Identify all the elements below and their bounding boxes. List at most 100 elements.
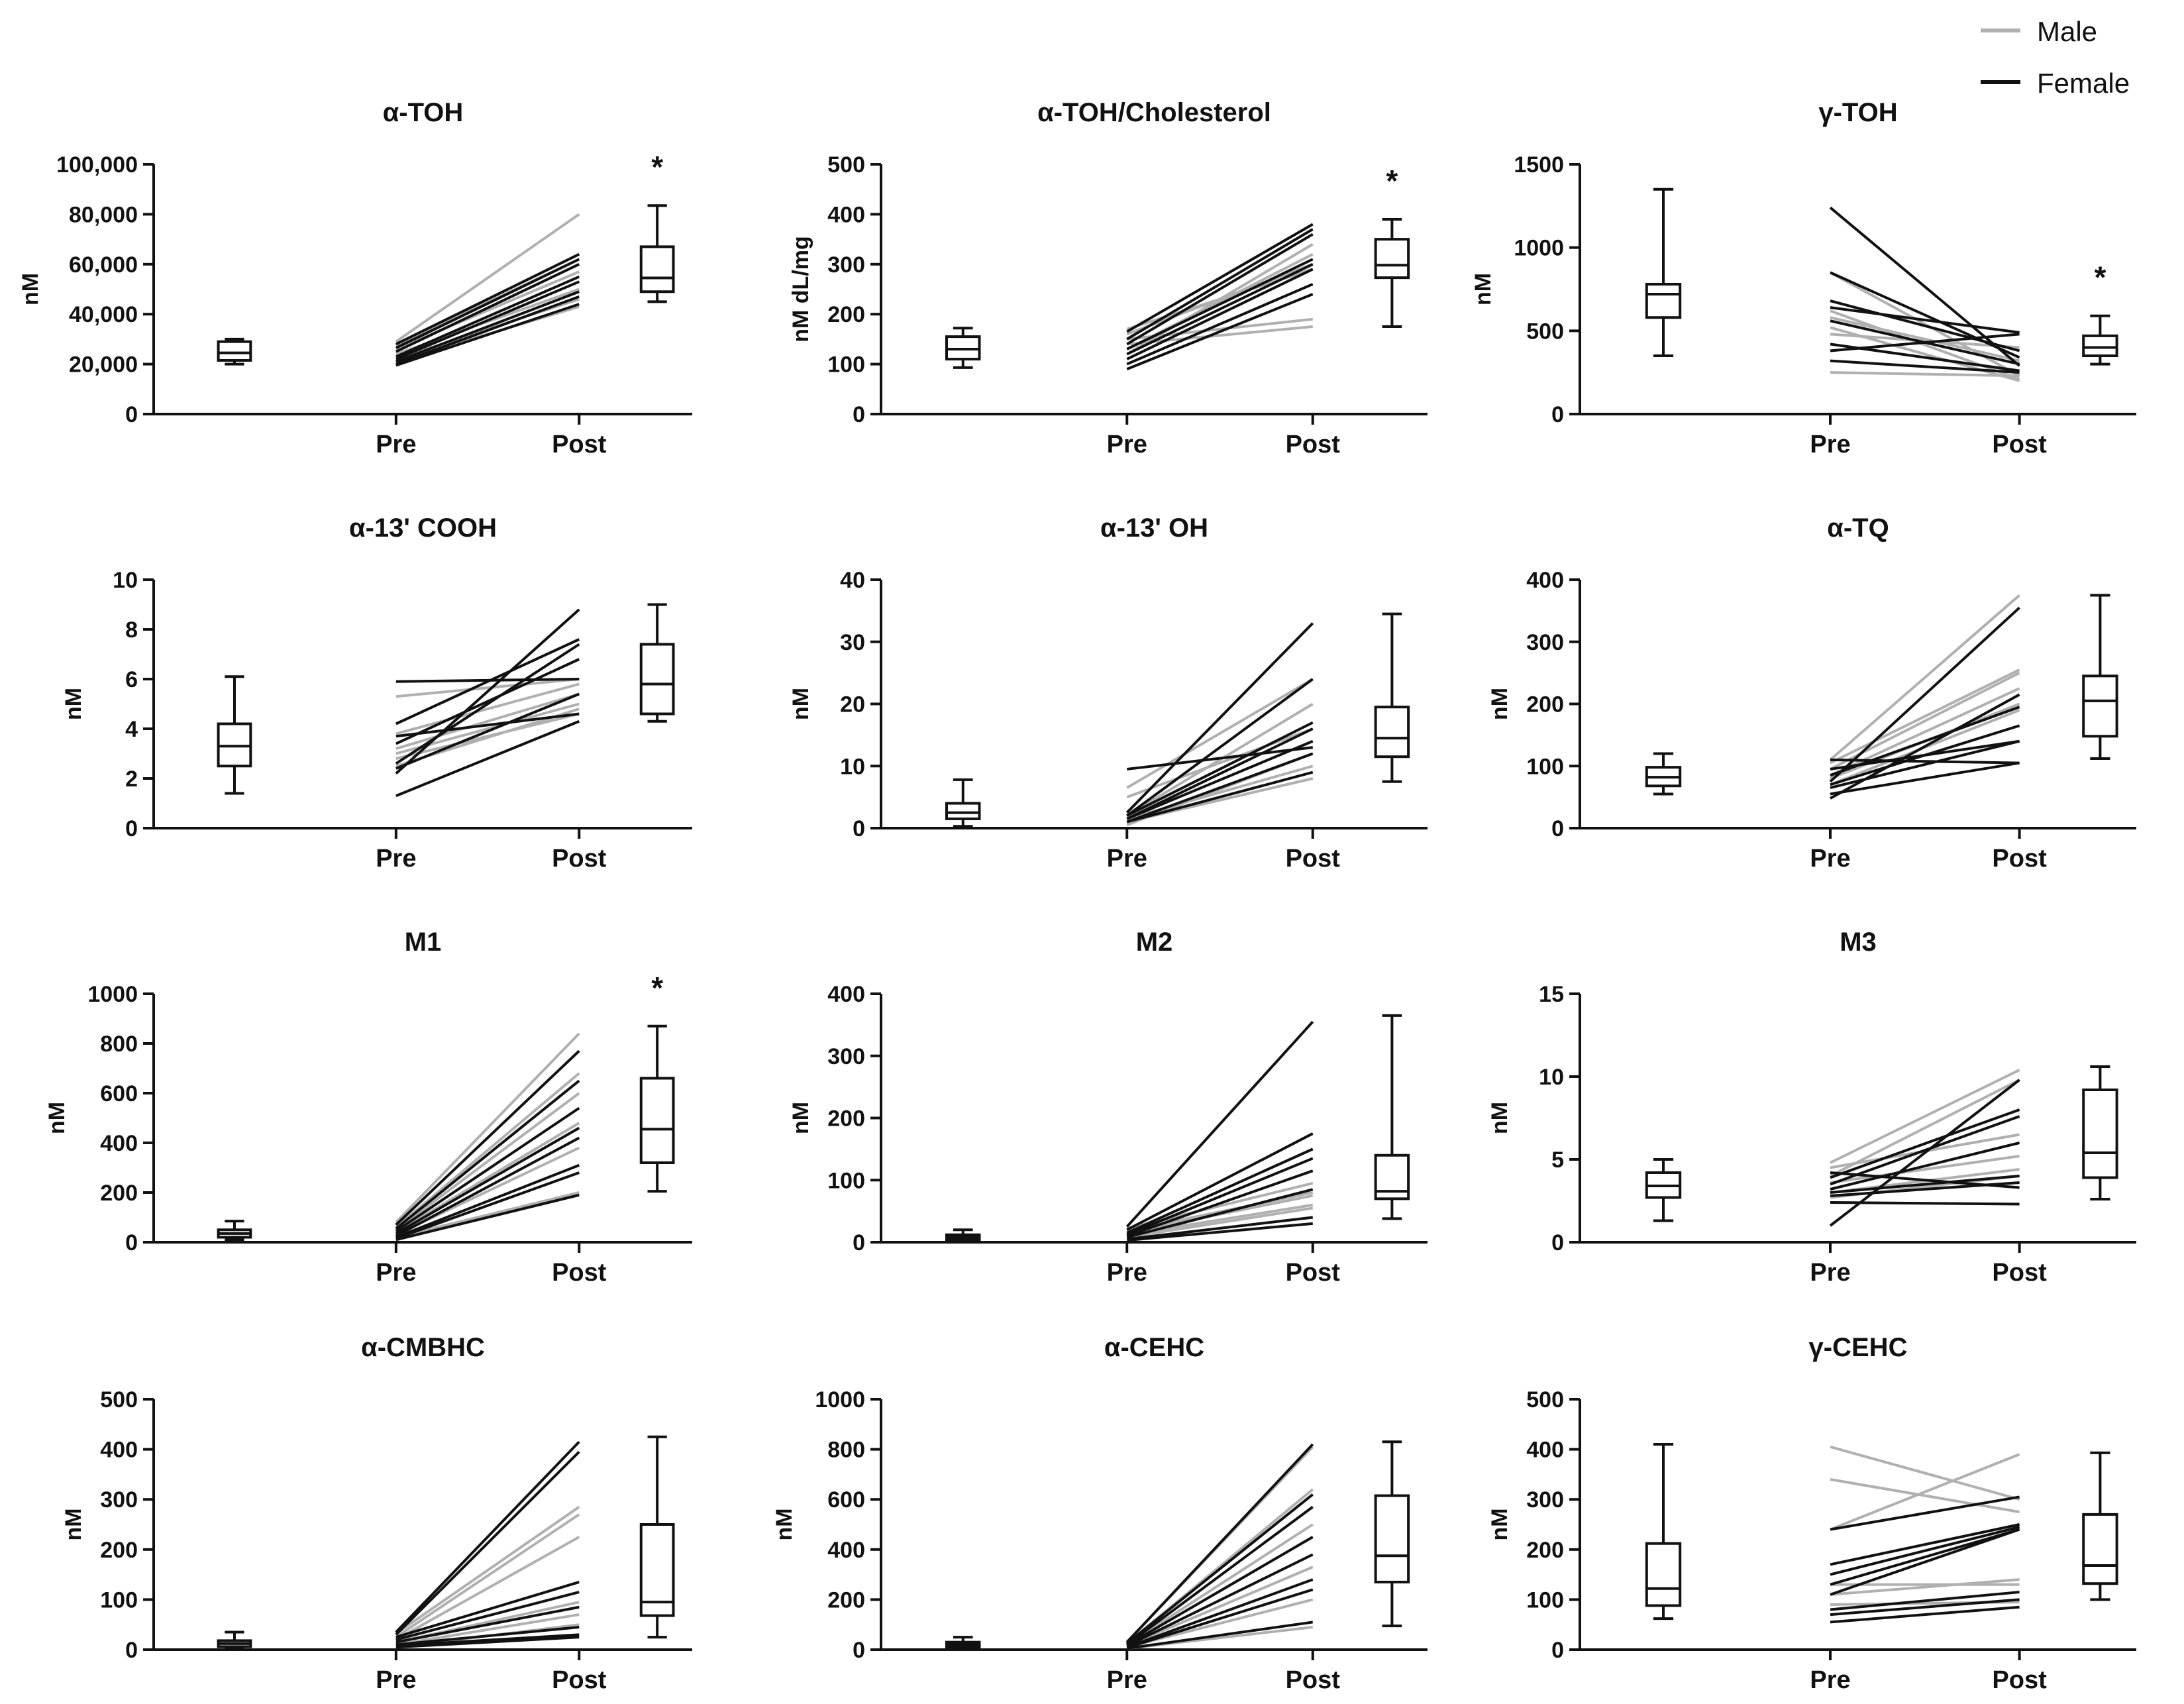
chart-panel: M1 0 200 400 600 800 1000 nM Pre Post * <box>44 928 692 1287</box>
y-tick-label: 200 <box>1526 1538 1564 1563</box>
female-subject-line <box>395 295 580 366</box>
male-subject-line <box>1126 678 1314 789</box>
y-axis-label: nM <box>61 1508 86 1540</box>
female-subject-line <box>1126 771 1314 824</box>
y-tick-label: 0 <box>1551 1638 1564 1663</box>
iqr-box <box>1374 706 1410 759</box>
legend: Male Female <box>1981 16 2130 99</box>
female-subject-line <box>395 712 580 738</box>
y-tick-label: 0 <box>125 816 138 841</box>
panel-title: γ-CEHC <box>1809 1333 1908 1362</box>
box-plot-post <box>2082 1451 2118 1601</box>
box-plot-post <box>1374 1440 1410 1628</box>
female-subject-line <box>1830 693 2020 800</box>
male-subject-line <box>1830 1155 2020 1184</box>
y-tick-label: 200 <box>100 1538 138 1563</box>
y-tick-label: 4 <box>125 717 138 742</box>
y-tick-label: 10 <box>1539 1065 1564 1090</box>
female-subject-line <box>1126 283 1314 366</box>
female-subject-line <box>1126 1157 1314 1236</box>
female-subject-line <box>1125 1443 1314 1644</box>
female-subject-line <box>1126 1188 1314 1239</box>
female-subject-line <box>1830 1605 2020 1624</box>
y-tick-label: 0 <box>1551 402 1564 427</box>
x-label-pre: Pre <box>376 431 416 458</box>
box-plot-post <box>639 1435 675 1639</box>
male-subject-line <box>1830 1453 2020 1531</box>
female-subject-line <box>1829 206 2020 367</box>
male-subject-line <box>395 1513 580 1638</box>
female-subject-line <box>1126 1169 1314 1238</box>
female-subject-line <box>1126 1621 1314 1650</box>
female-subject-line <box>1126 678 1314 817</box>
female-subject-line <box>1830 1525 2020 1576</box>
y-tick-label: 200 <box>100 1181 138 1206</box>
y-tick-label: 100 <box>1526 754 1564 779</box>
y-tick-label: 8 <box>125 617 138 643</box>
x-label-pre: Pre <box>1107 431 1147 458</box>
x-label-pre: Pre <box>1107 845 1147 873</box>
female-subject-line <box>1126 752 1314 824</box>
y-axis-label: nM <box>788 1102 813 1134</box>
y-tick-label: 100 <box>827 352 865 378</box>
x-label-post: Post <box>1992 845 2047 873</box>
y-tick-label: 1500 <box>1514 152 1564 178</box>
female-subject-line <box>1126 223 1314 333</box>
y-tick-label: 500 <box>100 1387 138 1412</box>
x-label-post: Post <box>552 1666 607 1694</box>
female-subject-line <box>1830 758 2020 765</box>
female-subject-line <box>395 1633 580 1647</box>
box-plot-post <box>1374 1014 1410 1220</box>
female-subject-line <box>395 275 580 358</box>
y-tick-label: 40 <box>840 568 865 593</box>
box-plot-pre <box>217 1630 252 1650</box>
box-plot-pre <box>945 1228 981 1243</box>
female-subject-line <box>1126 1553 1314 1648</box>
y-tick-label: 0 <box>1551 816 1564 841</box>
female-subject-line <box>1127 1222 1313 1242</box>
x-label-post: Post <box>1992 431 2047 458</box>
y-tick-label: 200 <box>1526 692 1564 718</box>
y-tick-label: 10 <box>113 568 138 593</box>
female-subject-line <box>395 280 580 360</box>
female-subject-line <box>1830 306 2020 334</box>
female-subject-line <box>395 1440 580 1633</box>
male-subject-line <box>395 678 580 698</box>
box-plot-pre <box>945 778 981 828</box>
female-subject-line <box>1830 1495 2020 1531</box>
y-axis-label: nM <box>1487 1102 1512 1134</box>
male-subject-line <box>1830 309 2020 381</box>
y-tick-label: 0 <box>853 1638 865 1663</box>
x-label-pre: Pre <box>1810 1666 1850 1694</box>
x-label-post: Post <box>1286 1666 1341 1694</box>
female-subject-line <box>395 1605 580 1644</box>
y-tick-label: 1000 <box>87 982 138 1007</box>
male-subject-line <box>1830 668 2020 765</box>
box-plot-post <box>1374 612 1410 783</box>
female-subject-line <box>1830 1528 2020 1596</box>
chart-panel: M2 0 100 200 300 400 nM Pre Post <box>788 928 1428 1287</box>
box-plot-post <box>2082 594 2118 760</box>
female-subject-line <box>395 1171 580 1240</box>
female-subject-line <box>395 303 580 367</box>
female-subject-line <box>1830 1108 2020 1179</box>
iqr-box <box>639 643 675 716</box>
y-axis-label: nM <box>772 1508 797 1540</box>
y-axis-label: nM <box>18 273 43 305</box>
male-subject-line <box>395 1613 580 1646</box>
y-tick-label: 800 <box>100 1032 138 1057</box>
female-subject-line <box>1126 727 1314 820</box>
female-subject-line <box>1830 299 2020 352</box>
male-subject-line <box>395 692 580 750</box>
y-axis-label: nM <box>44 1102 70 1134</box>
female-subject-line <box>1830 1591 2020 1611</box>
y-axis-label: nM <box>1487 1508 1512 1540</box>
female-subject-line <box>395 290 580 363</box>
y-tick-label: 200 <box>827 302 865 327</box>
female-subject-line <box>1830 359 2020 374</box>
female-subject-line <box>1126 1588 1314 1649</box>
y-tick-label: 400 <box>827 1538 865 1563</box>
iqr-box <box>2082 674 2118 738</box>
panel-title: α-CEHC <box>1104 1333 1204 1362</box>
